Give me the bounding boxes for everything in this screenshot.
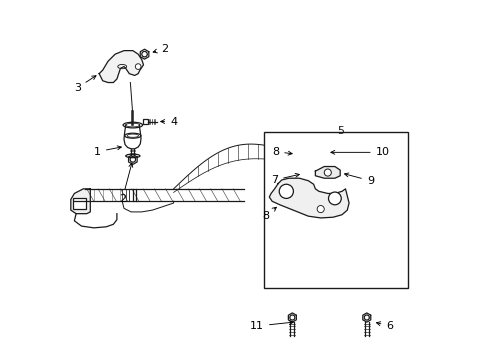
Circle shape	[135, 64, 141, 69]
Text: 11: 11	[249, 321, 293, 331]
Polygon shape	[269, 178, 348, 218]
Text: 9: 9	[344, 173, 373, 186]
Text: 4: 4	[161, 117, 177, 126]
Bar	[72, 198, 86, 209]
Polygon shape	[71, 189, 90, 214]
Text: 10: 10	[330, 147, 389, 157]
Text: 6: 6	[376, 321, 392, 331]
Polygon shape	[99, 51, 143, 82]
Text: 2: 2	[119, 163, 132, 204]
Circle shape	[279, 184, 293, 198]
Text: 1: 1	[94, 146, 121, 157]
Text: 3: 3	[74, 76, 96, 93]
Text: 8: 8	[271, 147, 291, 157]
Text: 8: 8	[262, 207, 276, 221]
Text: 7: 7	[270, 174, 299, 185]
Text: 2: 2	[153, 44, 168, 54]
Bar	[143, 119, 147, 124]
Text: 5: 5	[336, 126, 343, 136]
Circle shape	[324, 169, 331, 176]
Circle shape	[328, 192, 341, 205]
Polygon shape	[315, 167, 340, 178]
FancyBboxPatch shape	[264, 132, 407, 288]
Circle shape	[317, 206, 324, 213]
